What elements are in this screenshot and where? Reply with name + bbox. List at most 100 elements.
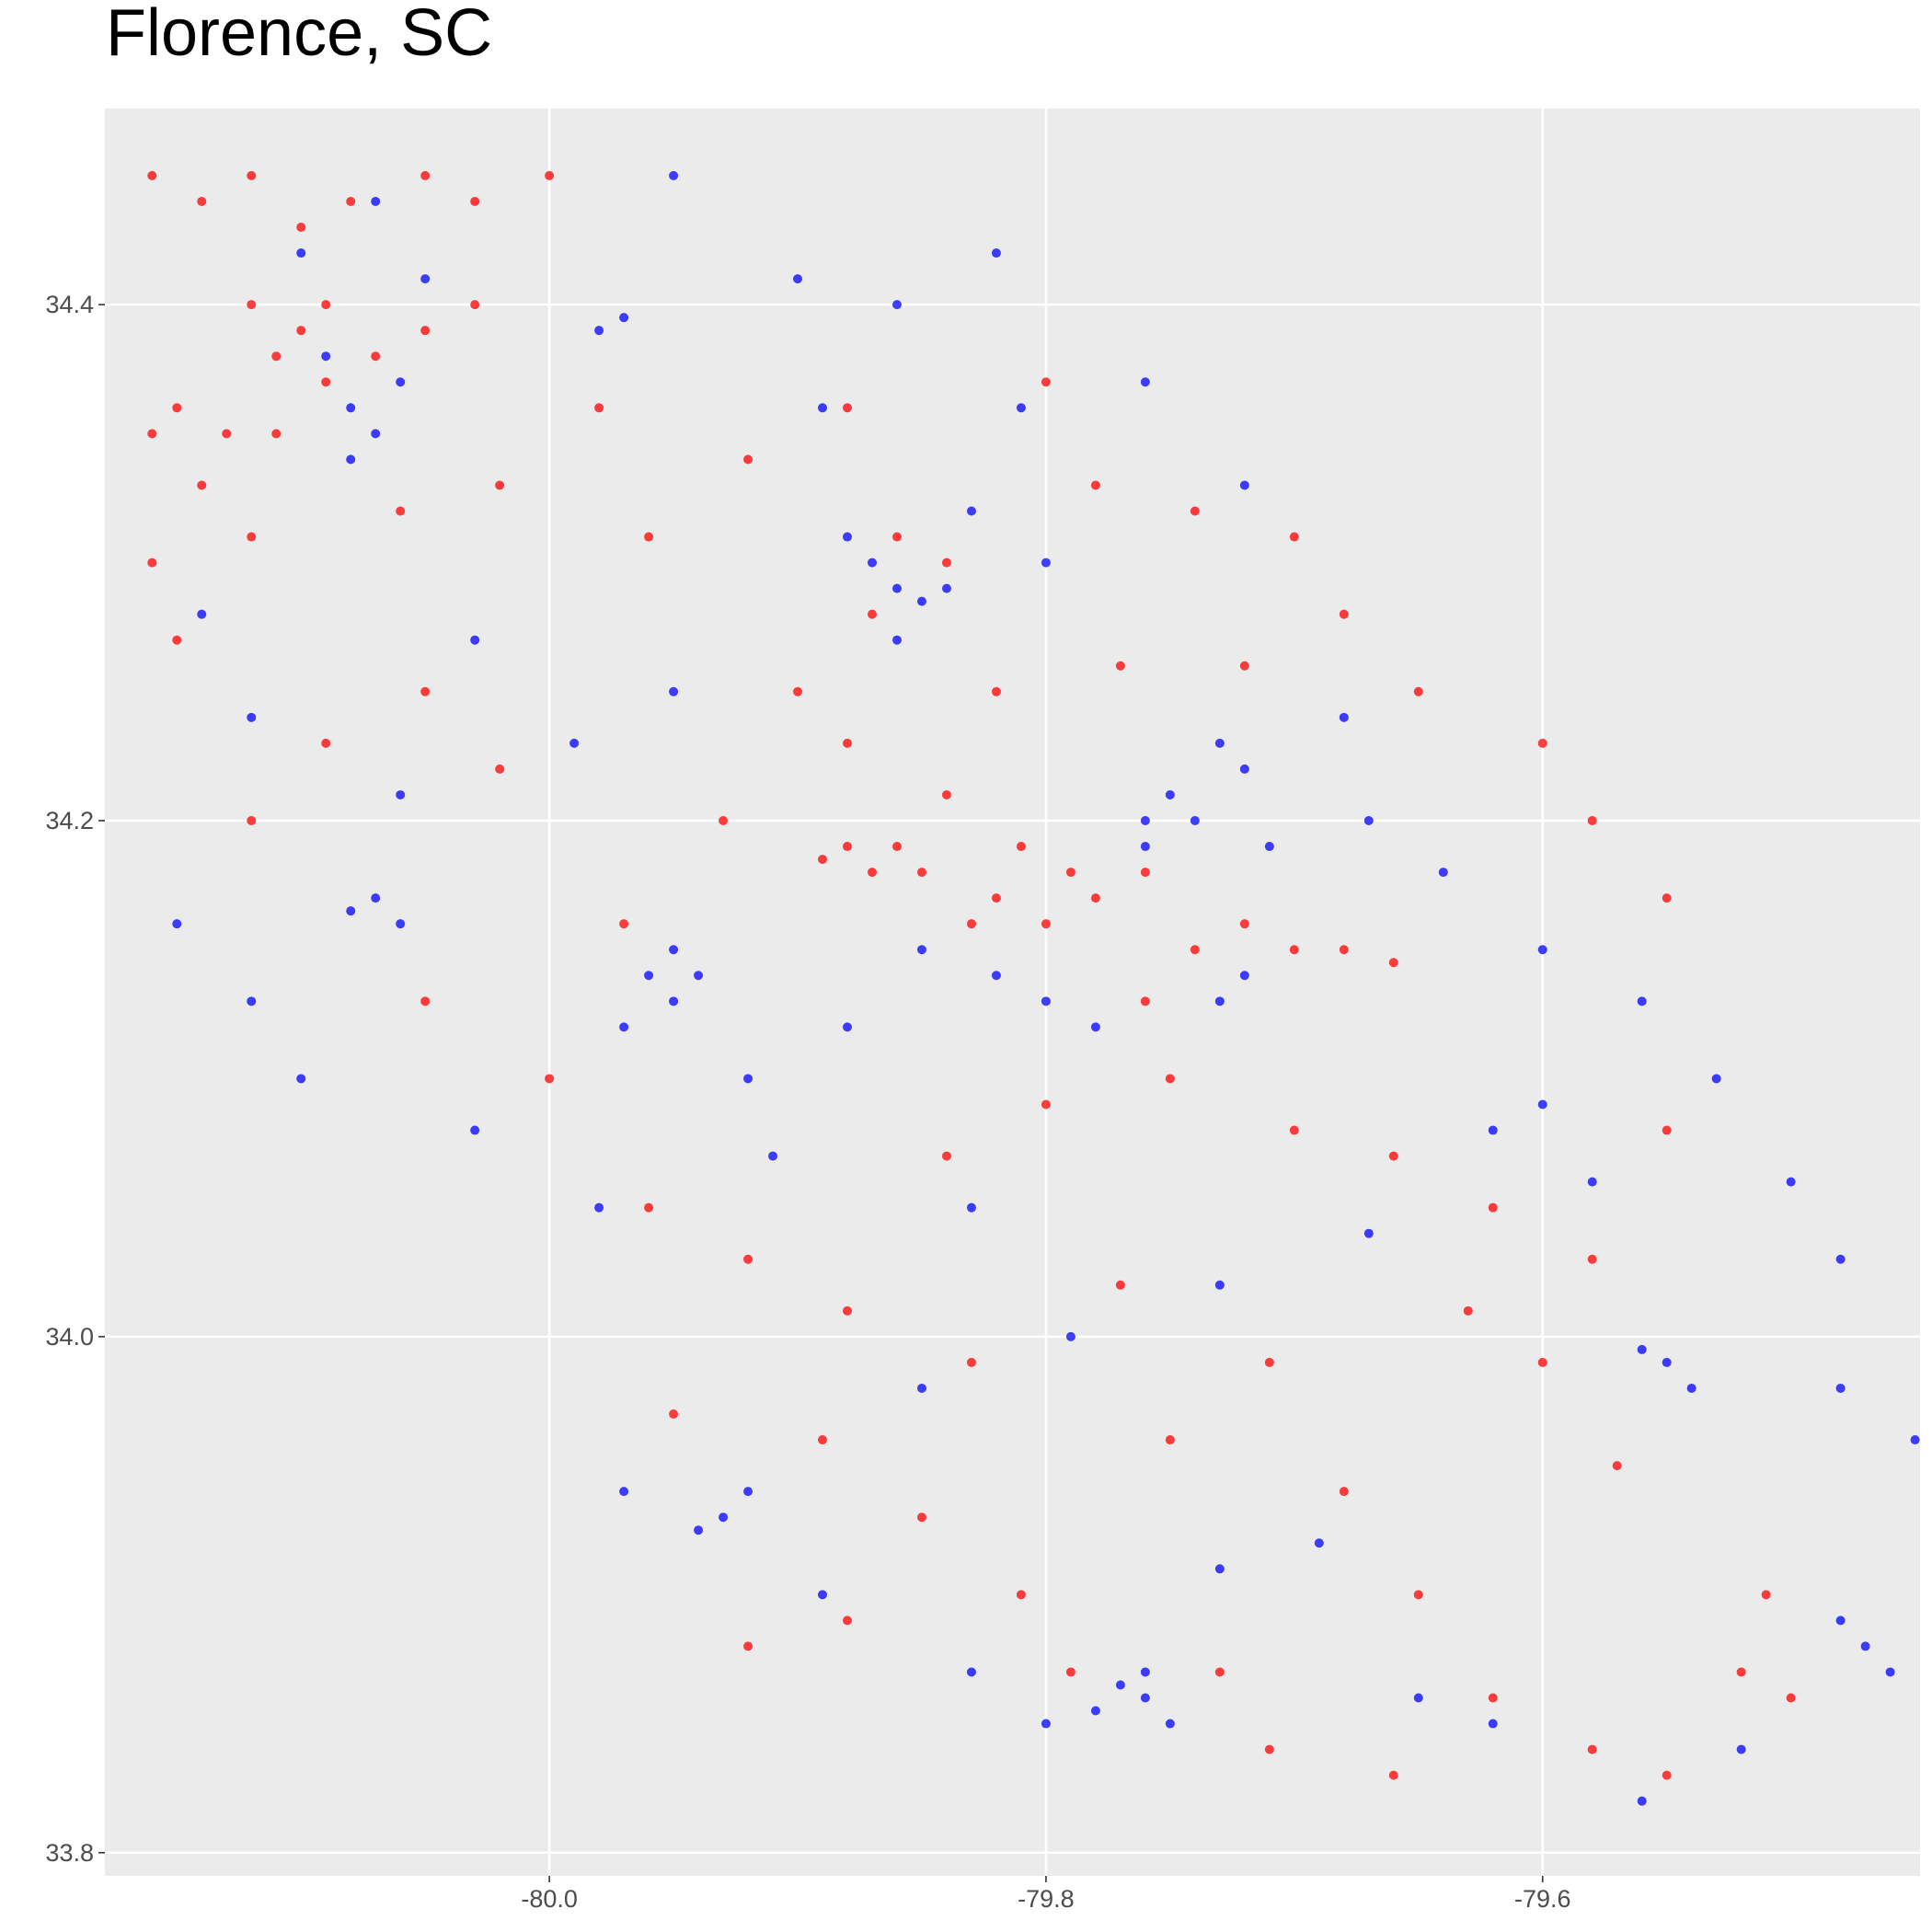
point <box>719 816 729 826</box>
point <box>991 686 1001 696</box>
point <box>1140 1693 1150 1703</box>
point <box>1662 893 1672 903</box>
point <box>669 686 679 696</box>
point <box>1662 1357 1672 1367</box>
point <box>669 996 679 1006</box>
point <box>843 1305 853 1316</box>
points <box>147 170 1920 1806</box>
point <box>891 842 902 852</box>
point <box>396 506 406 516</box>
point <box>1140 996 1150 1006</box>
point <box>1711 1074 1721 1084</box>
point <box>694 971 704 981</box>
point <box>1835 1254 1846 1264</box>
point <box>1065 1331 1075 1341</box>
point <box>966 919 976 929</box>
point <box>321 300 331 310</box>
point <box>247 816 257 826</box>
point <box>868 609 878 619</box>
point <box>222 429 232 439</box>
point <box>1686 1383 1696 1393</box>
point <box>1190 816 1200 826</box>
point <box>1910 1435 1920 1445</box>
point <box>1214 1280 1225 1290</box>
point <box>1041 919 1051 929</box>
y-tick-label: 34.4 <box>45 291 94 318</box>
point <box>1289 532 1299 542</box>
point <box>147 558 157 568</box>
point <box>1065 868 1075 878</box>
point <box>346 454 356 465</box>
point <box>694 1525 704 1535</box>
point <box>1637 1796 1647 1806</box>
point <box>793 686 803 696</box>
point <box>147 170 157 180</box>
point <box>321 351 331 362</box>
point <box>843 1616 853 1626</box>
point <box>1339 945 1349 955</box>
point <box>991 248 1001 259</box>
point <box>1537 1099 1547 1110</box>
point <box>396 377 406 387</box>
point <box>1016 842 1026 852</box>
point <box>644 1202 654 1213</box>
point <box>420 326 431 336</box>
point <box>1860 1641 1870 1651</box>
point <box>1140 816 1150 826</box>
point <box>793 274 803 284</box>
point <box>991 893 1001 903</box>
point <box>1239 661 1249 671</box>
point <box>1264 842 1274 852</box>
point <box>371 429 381 439</box>
point <box>247 996 257 1006</box>
chart-title: Florence, SC <box>106 0 492 70</box>
x-tick-label: -79.6 <box>1514 1885 1571 1913</box>
point <box>1090 893 1100 903</box>
point <box>396 919 406 929</box>
point <box>843 1022 853 1032</box>
point <box>891 532 902 542</box>
point <box>1587 1254 1597 1264</box>
point <box>247 532 257 542</box>
point <box>470 635 480 645</box>
point <box>1662 1770 1672 1780</box>
point <box>1289 1125 1299 1135</box>
point <box>1314 1538 1324 1548</box>
point <box>296 326 306 336</box>
point <box>1339 712 1349 722</box>
point <box>1587 1177 1597 1187</box>
point <box>719 1512 729 1523</box>
point <box>1488 1693 1498 1703</box>
point <box>916 1512 926 1523</box>
point <box>669 945 679 955</box>
point <box>991 971 1001 981</box>
point <box>1165 789 1175 799</box>
point <box>1413 1693 1423 1703</box>
point <box>470 196 480 206</box>
point <box>1612 1461 1622 1471</box>
point <box>843 842 853 852</box>
point <box>1016 1590 1026 1600</box>
point <box>346 906 356 916</box>
point <box>1140 377 1150 387</box>
point <box>1165 1719 1175 1729</box>
point <box>321 738 331 748</box>
point <box>1090 1706 1100 1716</box>
point <box>271 351 282 362</box>
point <box>1115 1680 1125 1690</box>
point <box>1637 1344 1647 1354</box>
point <box>1736 1667 1746 1677</box>
point <box>891 583 902 593</box>
point <box>644 532 654 542</box>
point <box>1388 1151 1398 1161</box>
point <box>1239 764 1249 774</box>
point <box>247 712 257 722</box>
point <box>1090 480 1100 490</box>
point <box>669 1409 679 1420</box>
point <box>1736 1744 1746 1754</box>
point <box>1264 1744 1274 1754</box>
point <box>619 313 629 323</box>
point <box>271 429 282 439</box>
point <box>1165 1435 1175 1445</box>
